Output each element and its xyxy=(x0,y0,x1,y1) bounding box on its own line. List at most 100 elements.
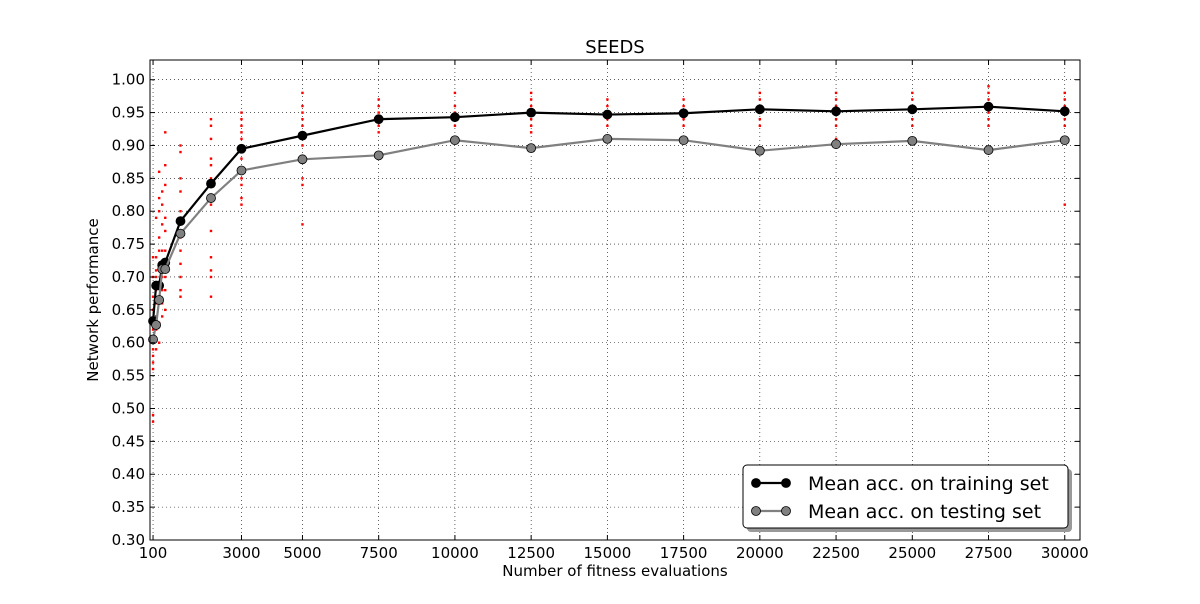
run-accuracy-point xyxy=(151,420,155,423)
legend-marker-testing xyxy=(781,506,791,516)
series-marker-testing xyxy=(754,145,765,156)
run-accuracy-point xyxy=(179,295,182,298)
run-accuracy-point xyxy=(240,111,243,114)
run-accuracy-point xyxy=(987,124,990,127)
run-accuracy-point xyxy=(179,210,182,213)
run-accuracy-point xyxy=(301,124,304,127)
run-accuracy-point xyxy=(179,144,182,147)
x-tick-label: 15000 xyxy=(584,544,632,562)
y-tick-label: 0.95 xyxy=(112,104,145,122)
run-accuracy-point xyxy=(1063,203,1066,206)
run-accuracy-point xyxy=(209,124,213,127)
x-tick-label: 10000 xyxy=(431,544,479,562)
run-accuracy-point xyxy=(164,308,167,312)
run-accuracy-point xyxy=(758,117,762,121)
run-accuracy-point xyxy=(301,104,304,108)
x-tick-label: 5000 xyxy=(283,544,321,562)
run-accuracy-point xyxy=(179,275,182,279)
run-accuracy-point xyxy=(151,348,155,351)
run-accuracy-point xyxy=(834,124,838,127)
y-tick-label: 0.75 xyxy=(112,235,145,253)
run-accuracy-point xyxy=(157,341,161,344)
run-accuracy-point xyxy=(151,367,155,371)
run-accuracy-point xyxy=(160,315,164,318)
run-accuracy-point xyxy=(164,275,167,279)
series-marker-testing xyxy=(236,165,247,176)
run-accuracy-point xyxy=(529,117,533,121)
run-accuracy-point xyxy=(1063,91,1066,95)
x-tick-label: 20000 xyxy=(736,544,784,562)
run-accuracy-point xyxy=(1063,98,1066,101)
series-marker-training xyxy=(831,106,841,117)
run-accuracy-point xyxy=(240,177,243,180)
run-accuracy-point xyxy=(209,177,213,180)
x-tick-label: 30000 xyxy=(1041,544,1089,562)
run-accuracy-point xyxy=(164,229,167,233)
run-accuracy-point xyxy=(209,157,213,160)
legend-marker-training xyxy=(781,478,791,488)
run-accuracy-point xyxy=(1063,124,1066,127)
run-accuracy-point xyxy=(301,111,304,114)
run-accuracy-point xyxy=(179,190,182,193)
series-marker-testing xyxy=(160,264,171,274)
run-accuracy-point xyxy=(154,216,158,220)
series-marker-training xyxy=(154,280,165,291)
run-accuracy-point xyxy=(987,91,990,95)
run-accuracy-point xyxy=(301,144,304,147)
run-accuracy-point xyxy=(606,124,609,127)
run-accuracy-point xyxy=(301,177,304,180)
run-accuracy-point xyxy=(911,91,914,95)
run-accuracy-point xyxy=(377,131,380,134)
run-accuracy-point xyxy=(157,210,161,213)
series-marker-training xyxy=(526,107,537,118)
y-tick-label: 0.35 xyxy=(112,498,145,516)
x-tick-label: 22500 xyxy=(812,544,860,562)
run-accuracy-point xyxy=(179,150,182,154)
y-tick-label: 0.90 xyxy=(112,136,145,154)
run-accuracy-point xyxy=(164,164,167,167)
run-accuracy-point xyxy=(529,98,533,101)
series-marker-training xyxy=(907,104,918,115)
y-tick-label: 0.55 xyxy=(112,367,145,385)
run-accuracy-point xyxy=(240,203,243,206)
series-marker-training xyxy=(602,109,613,120)
run-accuracy-point xyxy=(682,117,685,121)
x-tick-label: 12500 xyxy=(507,544,555,562)
y-tick-label: 1.00 xyxy=(112,71,145,89)
run-accuracy-point xyxy=(834,91,838,95)
run-accuracy-point xyxy=(834,117,838,121)
run-accuracy-point xyxy=(209,256,213,259)
x-tick-label: 25000 xyxy=(888,544,936,562)
x-tick-label: 100 xyxy=(139,544,168,562)
run-accuracy-point xyxy=(377,111,380,114)
y-tick-label: 0.65 xyxy=(112,301,145,319)
run-accuracy-point xyxy=(209,137,213,141)
run-accuracy-point xyxy=(164,183,167,187)
series-marker-training xyxy=(297,130,308,141)
run-accuracy-point xyxy=(160,190,164,193)
run-accuracy-point xyxy=(240,124,243,127)
run-accuracy-point xyxy=(154,275,158,279)
y-tick-label: 0.80 xyxy=(112,202,145,220)
legend-label-testing: Mean acc. on testing set xyxy=(808,501,1041,523)
run-accuracy-point xyxy=(301,117,304,121)
run-accuracy-point xyxy=(301,183,304,187)
series-marker-training xyxy=(450,112,460,123)
run-accuracy-point xyxy=(154,348,158,351)
series-marker-training xyxy=(373,114,384,125)
run-accuracy-point xyxy=(151,413,155,417)
run-accuracy-point xyxy=(758,91,762,95)
run-accuracy-point xyxy=(209,275,213,279)
run-accuracy-point xyxy=(179,262,182,266)
run-accuracy-point xyxy=(529,131,533,134)
x-tick-label: 27500 xyxy=(965,544,1013,562)
run-accuracy-point xyxy=(240,183,243,187)
run-accuracy-point xyxy=(529,104,533,108)
y-tick-label: 0.30 xyxy=(112,531,145,549)
legend-box xyxy=(742,464,1069,529)
run-accuracy-point xyxy=(151,256,155,259)
run-accuracy-point xyxy=(911,124,914,127)
run-accuracy-point xyxy=(529,91,533,95)
legend-marker-training xyxy=(751,478,761,488)
